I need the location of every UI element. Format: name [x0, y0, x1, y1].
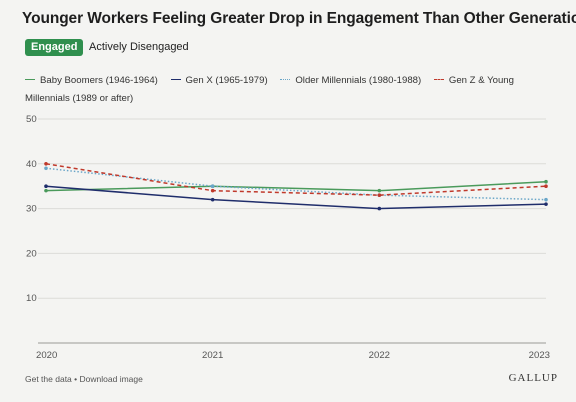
chart-legend: Baby Boomers (1946-1964) Gen X (1965-197… [25, 72, 560, 108]
y-tick-label: 50 [26, 114, 37, 125]
legend-item-older-millennials[interactable]: Older Millennials (1980-1988) [280, 72, 421, 90]
series-line-1 [45, 185, 547, 210]
data-point [544, 202, 548, 206]
legend-label: Older Millennials (1980-1988) [295, 75, 422, 86]
y-tick-label: 20 [26, 248, 37, 259]
legend-swatch-gen-x [170, 78, 181, 80]
y-tick-label: 10 [26, 293, 37, 304]
legend-item-gen-x[interactable]: Gen X (1965-1979) [170, 72, 268, 90]
series-line-0 [45, 180, 547, 192]
tab-actively-disengaged[interactable]: Actively Disengaged [89, 41, 189, 53]
x-tick-label: 2020 [36, 350, 57, 361]
data-point [377, 206, 382, 211]
data-point [210, 184, 215, 188]
data-point [44, 184, 48, 188]
legend-item-baby-boomers[interactable]: Baby Boomers (1946-1964) [25, 72, 158, 90]
legend-label: Baby Boomers (1946-1964) [40, 75, 158, 86]
chart-title: Younger Workers Feeling Greater Drop in … [22, 10, 576, 27]
legend-swatch-baby-boomers [25, 78, 35, 80]
data-point [44, 188, 48, 193]
tab-engaged[interactable]: Engaged [25, 39, 84, 56]
download-image-link[interactable]: Download image [79, 374, 143, 384]
footer-links: Get the data • Download image [25, 374, 143, 384]
legend-swatch-gen-z [433, 78, 444, 80]
series-line-2 [45, 167, 547, 201]
data-point [544, 197, 548, 202]
series-line-3 [45, 163, 547, 196]
legend-label: Gen X (1965-1979) [185, 75, 268, 86]
get-data-link[interactable]: Get the data [25, 374, 72, 384]
data-point [44, 162, 48, 166]
legend-item-gen-z[interactable]: Gen Z & Young Millennials (1989 or after… [25, 75, 514, 104]
data-point [44, 166, 48, 171]
data-point [377, 193, 382, 197]
y-tick-label: 30 [26, 204, 37, 215]
y-tick-label: 40 [26, 159, 37, 170]
legend-swatch-older-millennials [280, 78, 291, 80]
data-point [544, 184, 548, 188]
footer-separator: • [74, 374, 78, 384]
data-point [210, 188, 215, 193]
gallup-logo: GALLUP [508, 372, 558, 384]
x-tick-label: 2021 [202, 350, 223, 361]
x-tick-label: 2023 [529, 350, 550, 361]
x-tick-label: 2022 [369, 350, 390, 361]
data-point [210, 197, 215, 202]
data-point [544, 179, 548, 184]
data-point [377, 188, 382, 193]
legend-label: Gen Z & Young Millennials (1989 or after… [25, 75, 514, 104]
